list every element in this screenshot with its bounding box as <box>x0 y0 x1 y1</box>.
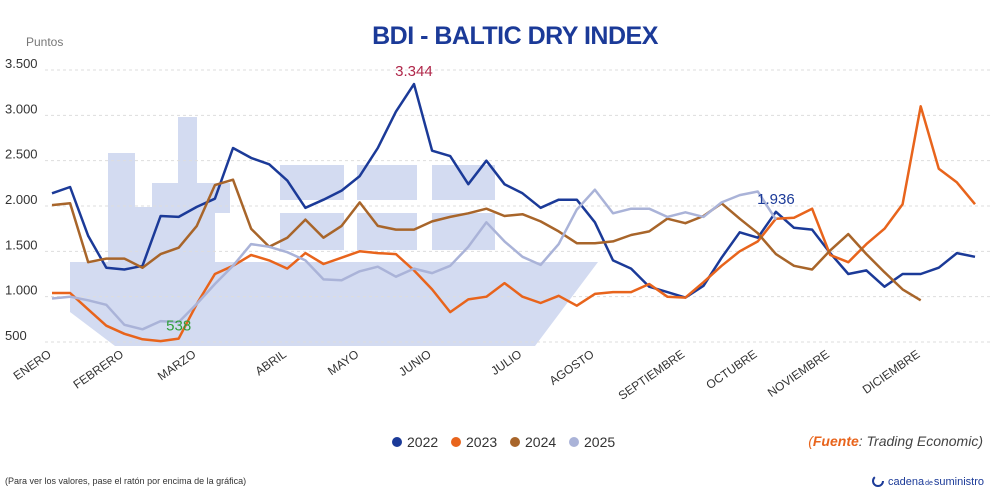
logo-icon <box>872 475 884 487</box>
data-label: 538 <box>166 318 191 335</box>
y-tick-label: 1.500 <box>5 237 38 252</box>
legend-marker <box>569 437 579 447</box>
source-part: : Trading Economic) <box>859 433 983 449</box>
x-tick-label: ABRIL <box>253 347 290 379</box>
logo-part: de <box>925 480 933 487</box>
y-tick-label: 2.500 <box>5 147 38 162</box>
ship-background <box>70 117 598 346</box>
x-tick-label: JUNIO <box>396 347 434 379</box>
y-axis-label: Puntos <box>26 35 63 49</box>
legend-label: 2025 <box>584 434 615 450</box>
y-tick-label: 2.000 <box>5 192 38 207</box>
x-tick-label: NOVIEMBRE <box>765 347 832 400</box>
legend-label: 2024 <box>525 434 556 450</box>
series-line <box>51 188 777 331</box>
x-tick-label: DICIEMBRE <box>860 347 923 397</box>
source: (Fuente: Trading Economic) <box>808 433 983 449</box>
logo: cadenadesuministro <box>872 475 984 488</box>
legend: 2022 2023 2024 2025 <box>392 434 615 450</box>
source-part: ( <box>808 433 814 449</box>
y-tick-label: 500 <box>5 328 27 343</box>
x-tick-label: ENERO <box>11 347 54 383</box>
x-tick-label: MAYO <box>325 347 361 378</box>
data-label: 3.344 <box>395 63 433 80</box>
data-label: 1.936 <box>757 191 795 208</box>
note: (Para ver los valores, pase el ratón por… <box>5 476 246 486</box>
legend-marker <box>510 437 520 447</box>
y-tick-label: 3.500 <box>5 56 38 71</box>
x-tick-label: MARZO <box>155 347 199 383</box>
series-line <box>52 105 976 343</box>
x-tick-label: SEPTIEMBRE <box>616 347 687 403</box>
legend-marker <box>451 437 461 447</box>
logo-text: cadenadesuministro <box>888 476 984 488</box>
x-tick-label: OCTUBRE <box>703 347 759 392</box>
x-tick-label: FEBRERO <box>71 347 127 392</box>
x-tick-label: AGOSTO <box>547 347 597 388</box>
legend-label: 2023 <box>466 434 497 450</box>
chart-title: BDI - BALTIC DRY INDEX <box>372 22 659 50</box>
source-label: Fuente <box>813 433 859 449</box>
legend-label: 2022 <box>407 434 438 450</box>
series-line <box>51 178 922 302</box>
logo-part: suministro <box>934 476 984 488</box>
y-tick-label: 3.000 <box>5 101 38 116</box>
x-tick-label: JULIO <box>488 347 524 378</box>
logo-part: cadena <box>888 476 925 488</box>
legend-marker <box>392 437 402 447</box>
y-tick-label: 1.000 <box>5 283 38 298</box>
